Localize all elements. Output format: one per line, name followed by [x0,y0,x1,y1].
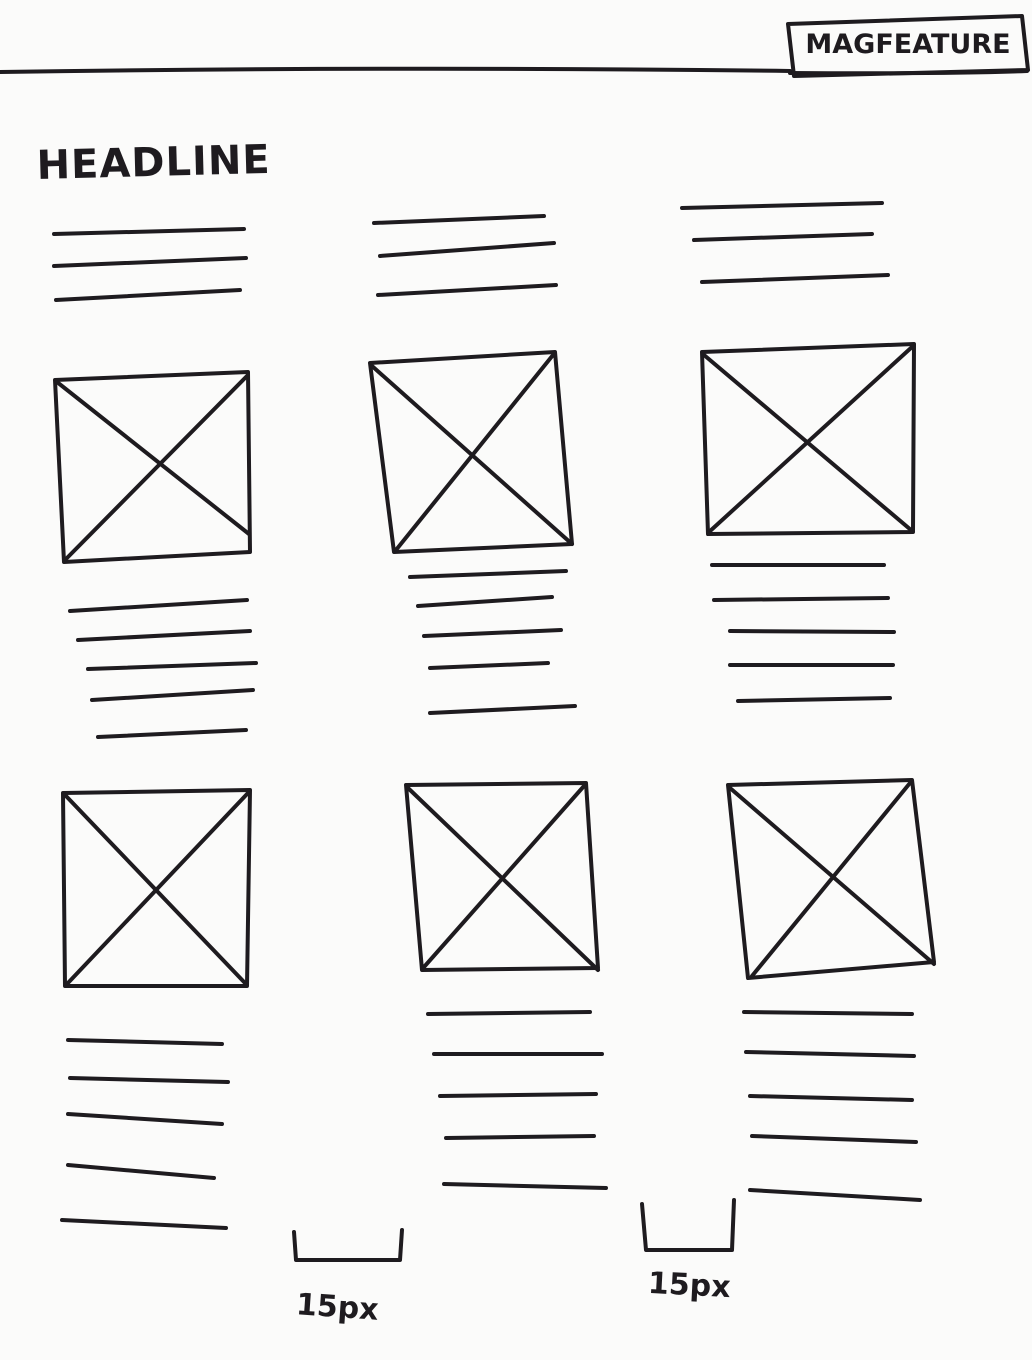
text-line [416,595,554,608]
text-line [426,1010,592,1016]
text-line [378,241,556,258]
text-line [742,1010,914,1016]
text-line [90,688,255,702]
intro-text-column-2 [372,214,558,297]
text-line [52,256,248,268]
image-placeholder-icon [368,350,574,554]
text-line [444,1134,596,1140]
headline: HEADLINE [36,136,272,189]
text-line [54,288,242,302]
text-line [692,232,874,242]
intro-text-column-1 [52,227,248,302]
text-line [66,1038,224,1046]
body-text-row-1-column-2 [408,569,577,715]
text-line [748,1188,922,1202]
bracket-icon [640,1198,736,1252]
image-placeholder-icon [700,342,916,536]
image-placeholder-icon [726,778,936,980]
text-line [372,214,546,225]
text-line [442,1182,608,1190]
intro-text-column-3 [680,201,890,284]
bracket-icon [292,1228,404,1262]
text-line [736,696,892,703]
text-line [52,227,246,236]
text-line [748,1094,914,1102]
page-label: MAGFEATURE [805,29,1011,60]
text-line [712,596,890,602]
image-placeholder-icon [53,370,252,564]
body-text-row-2-column-2 [426,1010,608,1190]
text-line [744,1050,916,1058]
image-placeholder-icon [61,788,252,988]
text-line [86,661,258,671]
text-line [750,1134,918,1144]
text-line [68,1076,230,1084]
body-text-row-2-column-1 [60,1038,230,1230]
text-line [700,273,890,284]
page-label-box [786,14,1030,78]
gutter-width-label: 15px [294,1287,380,1328]
text-line [438,1092,598,1098]
body-text-row-1-column-3 [710,563,896,703]
text-line [96,728,248,739]
text-line [680,201,884,210]
text-line [428,704,577,715]
text-line [60,1218,228,1230]
text-line [422,628,563,638]
header-rule [0,66,792,74]
image-placeholder-icon [404,781,600,972]
text-line [408,569,568,579]
text-line [376,283,558,297]
body-text-row-1-column-1 [68,598,258,739]
text-line [66,1112,224,1126]
text-line [68,598,249,613]
text-line [428,661,550,670]
gutter-width-label: 15px [647,1265,732,1306]
text-line [76,629,252,642]
text-line [728,629,896,634]
text-line [66,1163,216,1180]
body-text-row-2-column-3 [742,1010,922,1202]
